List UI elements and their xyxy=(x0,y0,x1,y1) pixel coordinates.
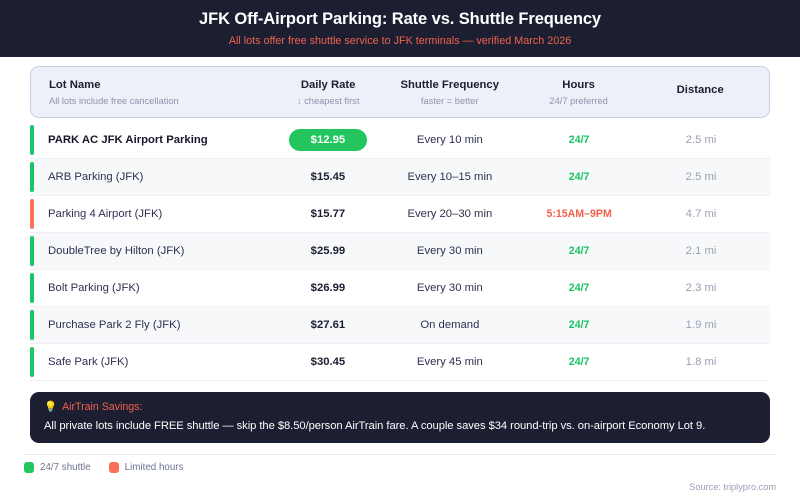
table-row[interactable]: PARK AC JFK Airport Parking $12.95 Every 1… xyxy=(30,122,770,159)
cell-hours: 24/7 xyxy=(568,171,590,183)
cell-hours: 5:15AM–9PM xyxy=(546,208,612,220)
column-header-label: Lot Name xyxy=(49,78,101,91)
cell-lot-name: DoubleTree by Hilton (JFK) xyxy=(48,245,185,257)
cell-lot-name: Purchase Park 2 Fly (JFK) xyxy=(48,319,181,331)
source-label: Source: triplypro.com xyxy=(689,482,776,492)
table-body: PARK AC JFK Airport Parking $12.95 Every 1… xyxy=(30,122,770,381)
column-header-daily-rate[interactable]: Daily Rate ↓ cheapest first xyxy=(275,79,382,106)
cell-distance: 1.9 mi xyxy=(685,319,717,331)
table-row[interactable]: Bolt Parking (JFK) $26.99 Every 30 min 24/7… xyxy=(30,270,770,307)
page-subtitle: All lots offer free shuttle service to J… xyxy=(228,35,572,47)
cell-distance: 2.1 mi xyxy=(685,245,717,257)
column-header-distance[interactable]: Distance xyxy=(639,84,761,101)
cell-hours: 24/7 xyxy=(568,245,590,257)
cell-hours: 24/7 xyxy=(568,282,590,294)
callout-body-text: All private lots include FREE shuttle — … xyxy=(44,420,706,432)
row-status-accent-bar xyxy=(30,125,34,155)
cell-shuttle-frequency: Every 10–15 min xyxy=(407,171,493,183)
legend-divider xyxy=(24,454,776,455)
cell-distance: 1.8 mi xyxy=(685,356,717,368)
lightbulb-icon: 💡 xyxy=(44,400,58,413)
row-status-accent-bar xyxy=(30,273,34,303)
page-title: JFK Off-Airport Parking: Rate vs. Shuttl… xyxy=(199,10,601,28)
cell-distance: 2.5 mi xyxy=(685,171,717,183)
cell-lot-name: Safe Park (JFK) xyxy=(48,356,129,368)
cell-lot-name: Parking 4 Airport (JFK) xyxy=(48,208,163,220)
cell-daily-rate: $27.61 xyxy=(310,319,346,331)
column-header-hours[interactable]: Hours 24/7 preferred xyxy=(518,79,640,106)
column-header-lot-name[interactable]: Lot Name All lots include free cancellat… xyxy=(49,79,275,106)
cell-daily-rate: $30.45 xyxy=(310,356,346,368)
row-status-accent-bar xyxy=(30,347,34,377)
column-header-label: Hours xyxy=(562,78,595,91)
cell-hours: 24/7 xyxy=(568,319,590,331)
legend-swatch xyxy=(24,462,34,473)
cell-distance: 2.5 mi xyxy=(685,134,717,146)
cell-shuttle-frequency: Every 20–30 min xyxy=(407,208,493,220)
table-row[interactable]: DoubleTree by Hilton (JFK) $25.99 Every 30… xyxy=(30,233,770,270)
callout-title-line: 💡 AirTrain Savings: xyxy=(44,401,756,413)
legend-item: 24/7 shuttle xyxy=(24,462,91,473)
cell-distance: 4.7 mi xyxy=(685,208,717,220)
cell-lot-name: PARK AC JFK Airport Parking xyxy=(48,134,208,146)
table-row[interactable]: ARB Parking (JFK) $15.45 Every 10–15 min 24… xyxy=(30,159,770,196)
airtrain-savings-callout: 💡 AirTrain Savings: All private lots inc… xyxy=(30,392,770,443)
table-row[interactable]: Safe Park (JFK) $30.45 Every 45 min 24/7 1.8… xyxy=(30,344,770,381)
header-band: JFK Off-Airport Parking: Rate vs. Shuttl… xyxy=(0,0,800,57)
cell-daily-rate: $12.95 xyxy=(274,128,381,152)
cell-hours: 24/7 xyxy=(568,134,590,146)
cheapest-rate-badge: $12.95 xyxy=(288,128,368,152)
legend-item: Limited hours xyxy=(108,462,184,473)
cell-shuttle-frequency: Every 45 min xyxy=(416,356,483,368)
column-header-shuttle-frequency[interactable]: Shuttle Frequency faster = better xyxy=(382,79,518,106)
cell-distance: 2.3 mi xyxy=(685,282,717,294)
cell-lot-name: Bolt Parking (JFK) xyxy=(48,282,140,294)
cell-lot-name: ARB Parking (JFK) xyxy=(48,171,144,183)
cell-shuttle-frequency: Every 30 min xyxy=(416,245,483,257)
legend-swatch xyxy=(108,462,119,473)
table-header-row: Lot Name All lots include free cancellat… xyxy=(30,66,770,118)
legend-label: Limited hours xyxy=(124,462,184,473)
row-status-accent-bar xyxy=(30,236,34,266)
row-status-accent-bar xyxy=(30,162,34,192)
column-header-sublabel: All lots include free cancellation xyxy=(49,95,179,106)
cell-daily-rate: $25.99 xyxy=(310,245,346,257)
column-header-label: Daily Rate xyxy=(300,78,356,91)
row-status-accent-bar xyxy=(30,310,34,340)
column-header-sublabel: faster = better xyxy=(420,95,479,106)
cell-shuttle-frequency: On demand xyxy=(420,319,480,331)
legend: 24/7 shuttle Limited hours xyxy=(0,455,800,473)
cell-shuttle-frequency: Every 10 min xyxy=(416,134,483,146)
table-row[interactable]: Purchase Park 2 Fly (JFK) $27.61 On demand… xyxy=(30,307,770,344)
row-status-accent-bar xyxy=(30,199,34,229)
cell-daily-rate: $15.77 xyxy=(310,208,346,220)
table-row[interactable]: Parking 4 Airport (JFK) $15.77 Every 20–30… xyxy=(30,196,770,233)
column-header-label: Shuttle Frequency xyxy=(400,78,500,91)
cell-daily-rate: $26.99 xyxy=(310,282,346,294)
column-header-sublabel: ↓ cheapest first xyxy=(296,95,360,106)
parking-table: Lot Name All lots include free cancellat… xyxy=(0,66,800,381)
legend-label: 24/7 shuttle xyxy=(40,462,91,473)
column-header-sublabel: 24/7 preferred xyxy=(549,95,608,106)
cell-daily-rate: $15.45 xyxy=(310,171,346,183)
cell-hours: 24/7 xyxy=(568,356,590,368)
callout-title-text: AirTrain Savings: xyxy=(62,401,143,413)
column-header-label: Distance xyxy=(676,83,724,96)
cell-shuttle-frequency: Every 30 min xyxy=(416,282,483,294)
